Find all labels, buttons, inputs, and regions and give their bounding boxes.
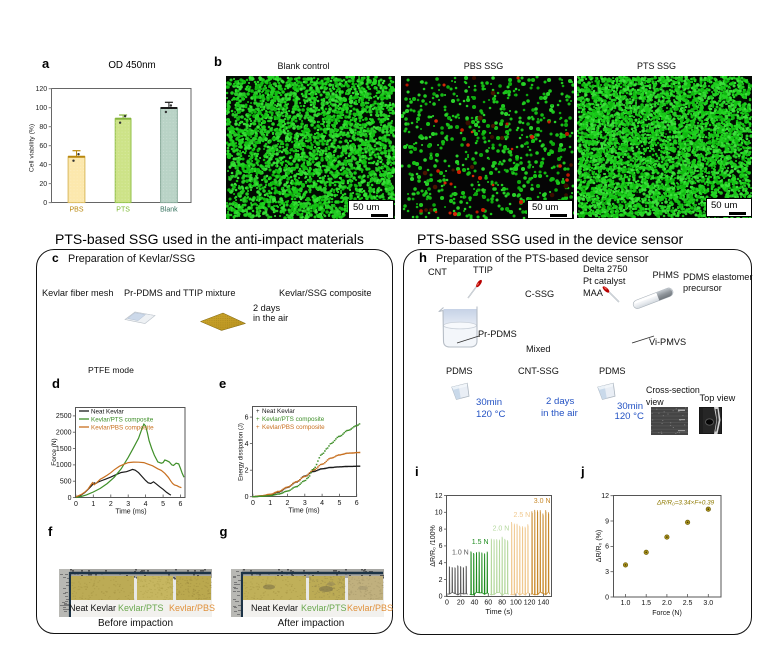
- svg-text:0: 0: [605, 594, 609, 601]
- svg-text:Kevlar/PTS composite: Kevlar/PTS composite: [91, 416, 154, 423]
- svg-text:120: 120: [524, 600, 536, 607]
- svg-text:3: 3: [605, 569, 609, 576]
- svg-text:PBS: PBS: [69, 207, 83, 214]
- svg-text:+: +: [256, 425, 260, 431]
- svg-text:20: 20: [39, 181, 47, 188]
- svg-text:12: 12: [601, 493, 609, 500]
- svg-text:0: 0: [439, 594, 443, 601]
- svg-text:60: 60: [484, 600, 492, 607]
- svg-text:0: 0: [251, 500, 255, 507]
- svg-text:3: 3: [126, 501, 130, 508]
- svg-text:2.0: 2.0: [662, 600, 672, 607]
- svg-text:8: 8: [439, 526, 443, 533]
- svg-text:6: 6: [605, 544, 609, 551]
- svg-text:1.5 N: 1.5 N: [472, 539, 489, 546]
- svg-text:0: 0: [68, 495, 72, 502]
- svg-text:100: 100: [510, 600, 522, 607]
- svg-text:PTS: PTS: [116, 207, 130, 214]
- svg-text:12: 12: [435, 493, 443, 500]
- svg-text:0: 0: [245, 494, 249, 501]
- svg-text:2: 2: [439, 577, 443, 584]
- svg-text:4: 4: [320, 500, 324, 507]
- svg-text:Time (s): Time (s): [485, 607, 513, 616]
- svg-text:6: 6: [355, 500, 359, 507]
- svg-text:Energy dissipation (J): Energy dissipation (J): [239, 423, 245, 481]
- svg-text:2.0 N: 2.0 N: [493, 526, 510, 533]
- svg-text:5: 5: [337, 500, 341, 507]
- svg-text:0: 0: [74, 501, 78, 508]
- svg-text:40: 40: [39, 162, 47, 169]
- svg-text:Blank: Blank: [160, 207, 178, 214]
- svg-text:1.5: 1.5: [641, 600, 651, 607]
- svg-text:Force (N): Force (N): [652, 610, 682, 617]
- svg-text:80: 80: [39, 124, 47, 131]
- svg-text:1.0 N: 1.0 N: [452, 550, 469, 557]
- svg-text:6: 6: [439, 543, 443, 550]
- svg-text:80: 80: [498, 600, 506, 607]
- svg-text:Kevlar/PTS composite: Kevlar/PTS composite: [262, 416, 325, 423]
- svg-text:2000: 2000: [56, 430, 72, 437]
- svg-text:4: 4: [245, 441, 249, 448]
- svg-text:140: 140: [538, 600, 550, 607]
- svg-text:4: 4: [439, 560, 443, 567]
- svg-text:+: +: [256, 409, 260, 415]
- svg-text:2.5: 2.5: [683, 600, 693, 607]
- svg-text:40: 40: [471, 600, 479, 607]
- svg-text:1: 1: [268, 500, 272, 507]
- svg-text:500: 500: [60, 479, 72, 486]
- svg-text:3.0 N: 3.0 N: [534, 498, 551, 505]
- svg-text:100: 100: [36, 105, 48, 112]
- svg-text:1: 1: [91, 501, 95, 508]
- svg-text:3: 3: [303, 500, 307, 507]
- svg-text:3.0: 3.0: [703, 600, 713, 607]
- svg-text:0: 0: [445, 600, 449, 607]
- svg-text:2: 2: [286, 500, 290, 507]
- svg-text:2.5 N: 2.5 N: [514, 512, 531, 519]
- svg-text:Kevlar/PBS composite: Kevlar/PBS composite: [91, 424, 154, 431]
- svg-text:ΔR/R₀ /100%: ΔR/R₀ /100%: [430, 525, 437, 566]
- svg-text:1500: 1500: [56, 446, 72, 453]
- svg-text:0: 0: [43, 200, 47, 207]
- svg-text:Neat Kevlar: Neat Kevlar: [262, 408, 295, 415]
- svg-text:ΔR/R₀ (%): ΔR/R₀ (%): [596, 530, 603, 562]
- svg-text:2: 2: [245, 468, 249, 475]
- svg-text:1000: 1000: [56, 462, 72, 469]
- svg-text:120: 120: [36, 86, 48, 93]
- svg-text:ΔR/R₀=3.34×F+0.39: ΔR/R₀=3.34×F+0.39: [656, 500, 715, 507]
- svg-text:Time (ms): Time (ms): [288, 508, 319, 515]
- svg-text:10: 10: [435, 510, 443, 517]
- svg-text:Kevlar/PBS composite: Kevlar/PBS composite: [262, 424, 325, 431]
- svg-text:20: 20: [457, 600, 465, 607]
- svg-text:60: 60: [39, 143, 47, 150]
- svg-text:2500: 2500: [56, 413, 72, 420]
- svg-text:5: 5: [161, 501, 165, 508]
- svg-text:2: 2: [109, 501, 113, 508]
- svg-text:6: 6: [179, 501, 183, 508]
- svg-text:Time (ms): Time (ms): [115, 509, 146, 516]
- svg-text:+: +: [256, 417, 260, 423]
- svg-text:6: 6: [245, 414, 249, 421]
- svg-text:9: 9: [605, 518, 609, 525]
- svg-text:Neat Kevlar: Neat Kevlar: [91, 408, 124, 415]
- svg-text:4: 4: [144, 501, 148, 508]
- svg-text:1.0: 1.0: [621, 600, 631, 607]
- svg-text:Force (N): Force (N): [51, 438, 58, 465]
